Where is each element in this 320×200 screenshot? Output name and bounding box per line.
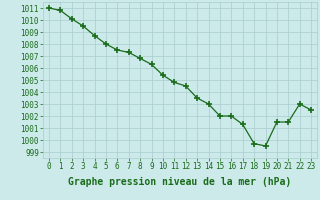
X-axis label: Graphe pression niveau de la mer (hPa): Graphe pression niveau de la mer (hPa) bbox=[68, 177, 292, 187]
